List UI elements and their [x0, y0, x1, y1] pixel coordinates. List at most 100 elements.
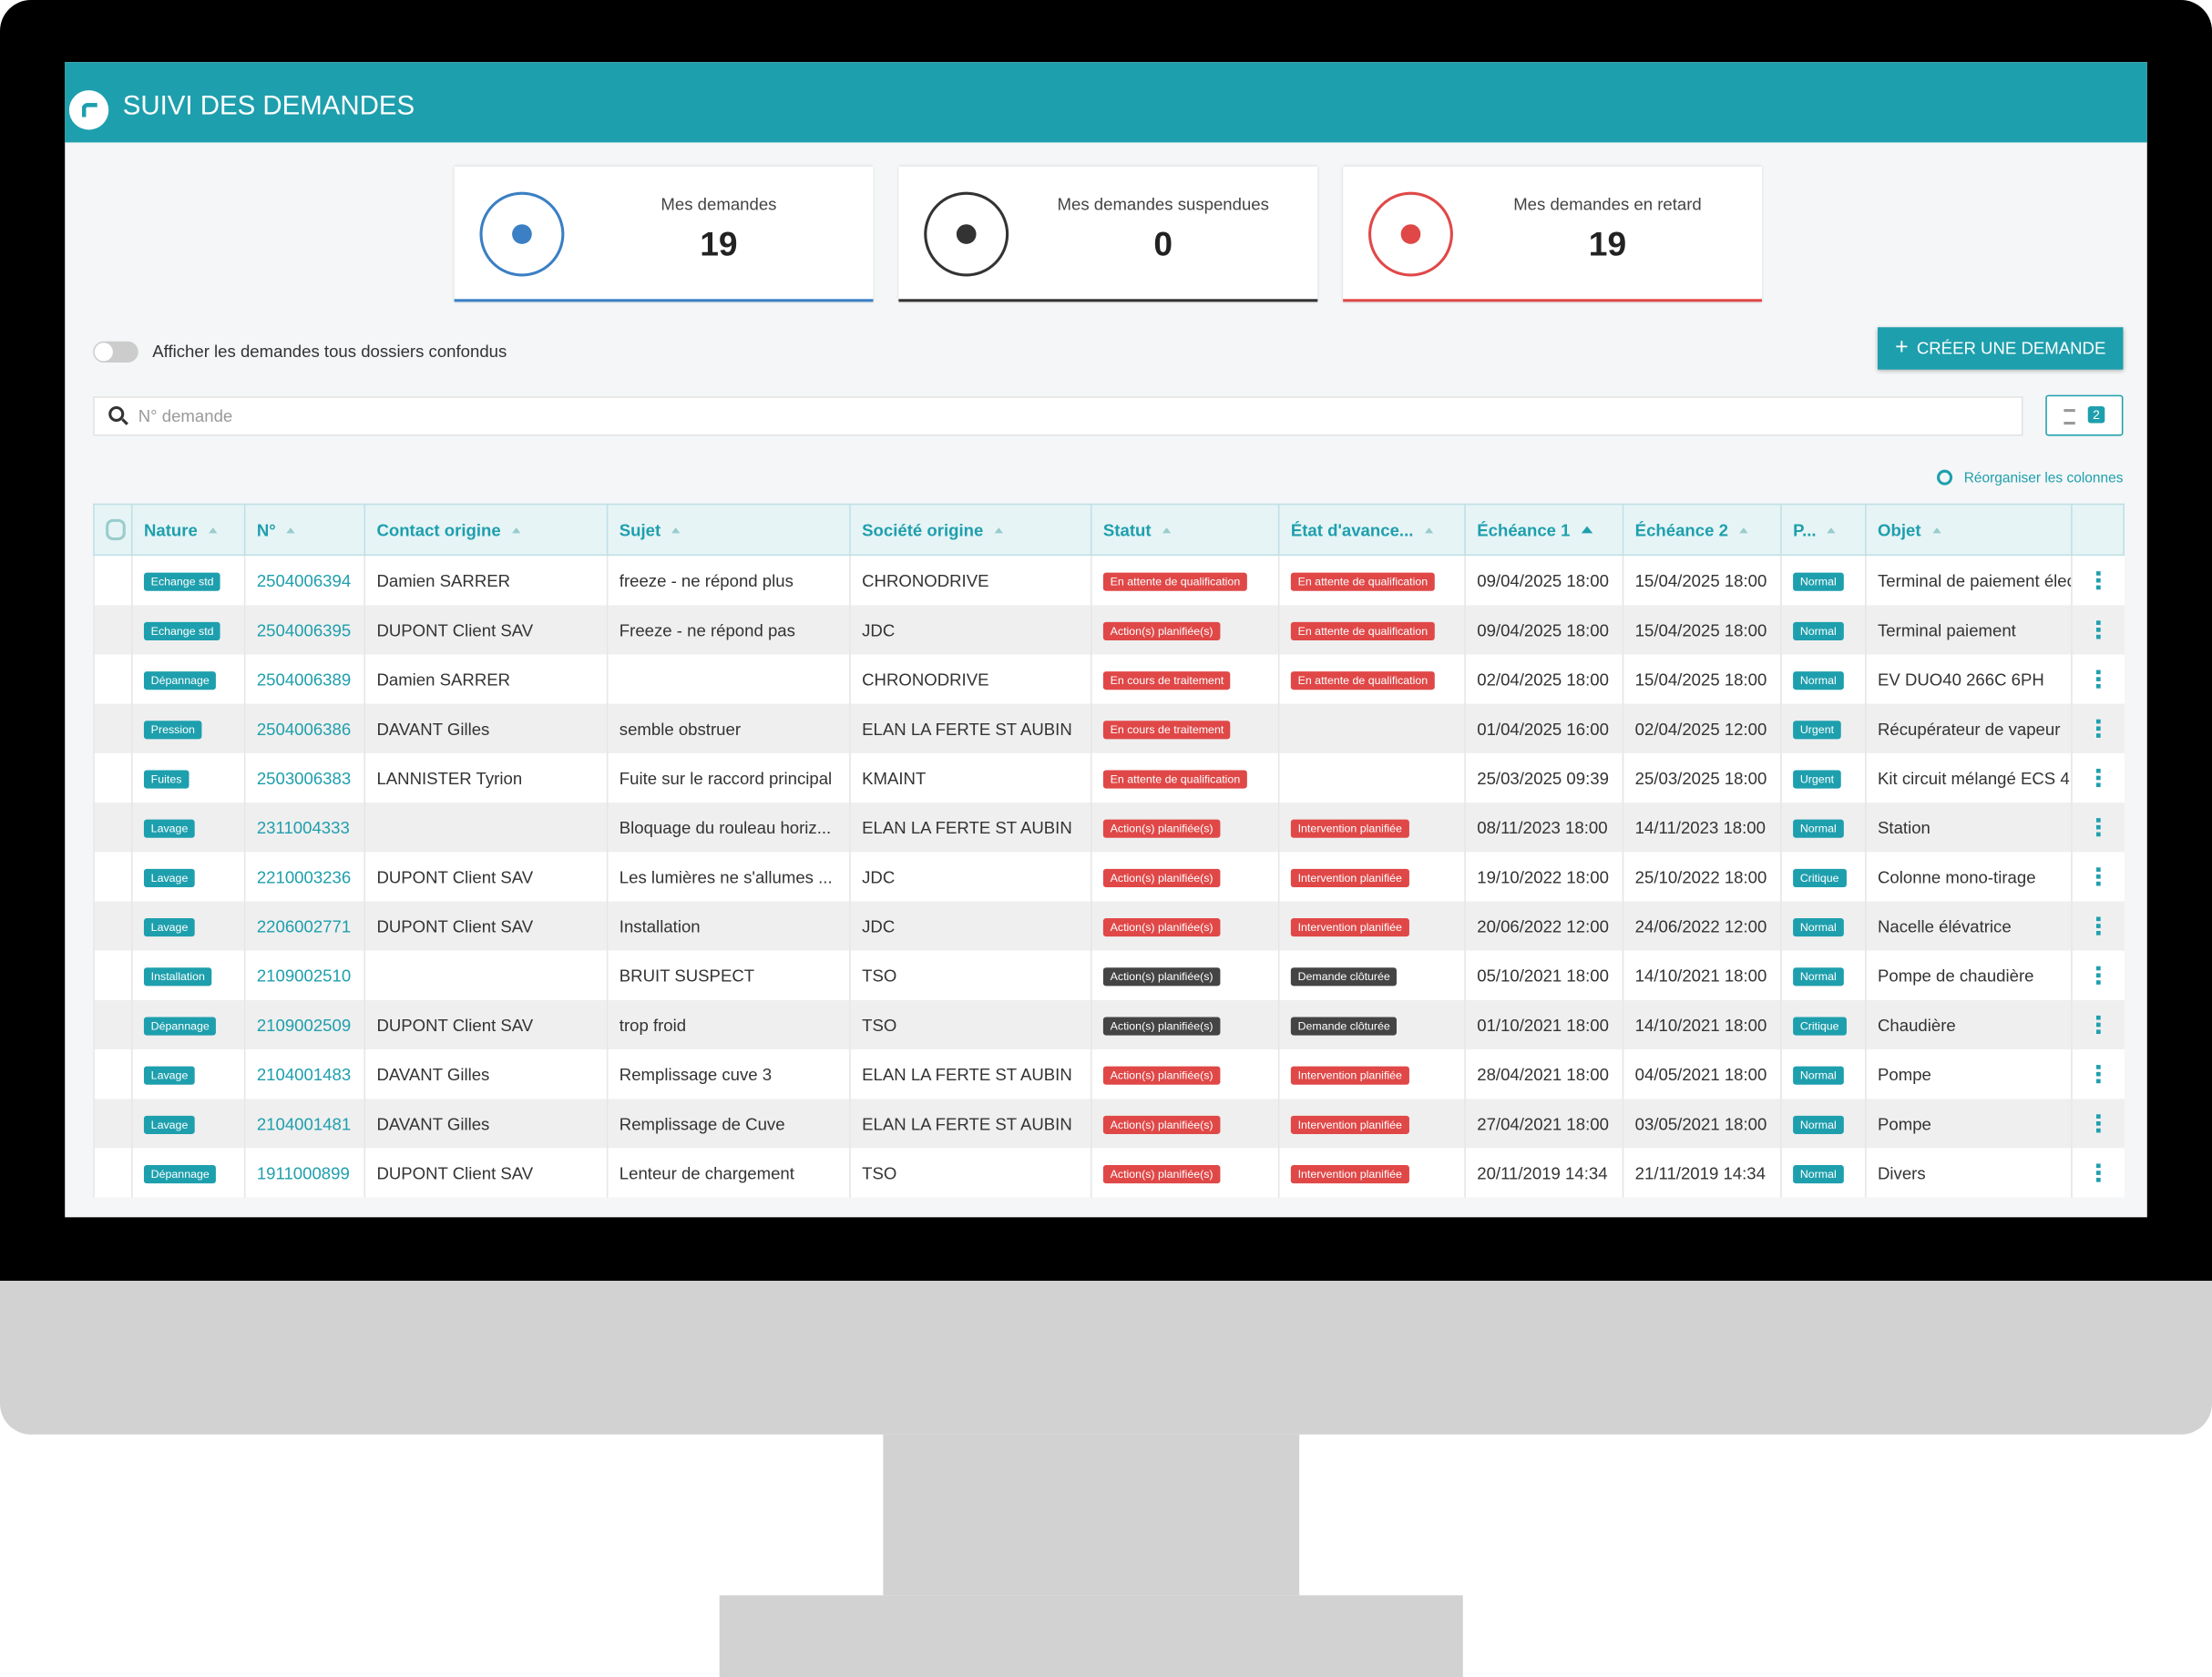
create-button[interactable]: CRÉER UNE DEMANDE	[1878, 327, 2124, 370]
row-menu[interactable]	[2095, 775, 2101, 781]
actions-cell	[2071, 852, 2125, 902]
progress-cell: Intervention planifiée	[1277, 803, 1466, 853]
contact: Damien SARRER	[376, 669, 511, 690]
contact: Damien SARRER	[376, 570, 511, 591]
filter-button[interactable]: 2	[2045, 394, 2124, 436]
column-header[interactable]: Contact origine	[364, 503, 609, 557]
attachment-cell	[93, 852, 132, 902]
priority-badge: Urgent	[1793, 770, 1841, 789]
due-date: 20/06/2022 12:00	[1477, 915, 1609, 936]
due-date: 15/04/2025 18:00	[1634, 669, 1767, 690]
top-bar: SUIVI DES DEMANDES	[65, 62, 2147, 143]
column-header[interactable]: Sujet	[606, 503, 851, 557]
progress-badge: Demande clôturée	[1290, 1017, 1398, 1036]
column-header[interactable]: N°	[243, 503, 366, 557]
societe-cell: TSO	[849, 1148, 1091, 1198]
back-button[interactable]	[68, 90, 109, 130]
societe: CHRONODRIVE	[862, 669, 989, 690]
sujet: Lenteur de chargement	[619, 1162, 794, 1183]
priority-cell: Normal	[1780, 1148, 1866, 1198]
request-number[interactable]: 1911000899	[256, 1162, 350, 1183]
progress-badge: Intervention planifiée	[1290, 1165, 1409, 1184]
due-date-cell: 28/04/2021 18:00	[1464, 1049, 1623, 1099]
request-number[interactable]: 2504006386	[256, 718, 352, 739]
nature-cell: Fuites	[131, 752, 245, 803]
due-date: 09/04/2025 18:00	[1477, 619, 1609, 640]
table-row: Dépannage 2109002509 DUPONT Client SAV trop…	[93, 999, 2125, 1050]
priority-cell: Normal	[1780, 555, 1866, 606]
status-badge: Action(s) planifiée(s)	[1102, 1017, 1221, 1036]
priority-cell: Normal	[1780, 1099, 1866, 1149]
search-box[interactable]: N° demande	[93, 396, 2023, 436]
column-header[interactable]: Objet	[1865, 503, 2073, 557]
request-number[interactable]: 2104001481	[256, 1113, 352, 1134]
object: Chaudière	[1878, 1015, 1956, 1035]
status-cell: Action(s) planifiée(s)	[1090, 1148, 1279, 1198]
number-cell: 2109002510	[243, 950, 365, 1000]
object-cell: Terminal paiement	[1865, 605, 2072, 655]
priority-badge: Normal	[1793, 572, 1844, 591]
object-cell: Divers	[1865, 1148, 2072, 1198]
societe: ELAN LA FERTE ST AUBIN	[862, 1113, 1072, 1134]
nature-cell: Echange std	[131, 555, 245, 606]
toggle-switch[interactable]	[93, 341, 138, 363]
object: Terminal paiement	[1878, 619, 2016, 640]
number-cell: 2210003236	[243, 852, 365, 902]
column-header[interactable]: Nature	[131, 503, 246, 557]
request-number[interactable]: 2109002509	[256, 1015, 352, 1035]
request-number[interactable]: 2206002771	[256, 915, 352, 936]
card-icon	[1368, 191, 1453, 277]
request-number[interactable]: 2504006395	[256, 619, 352, 640]
column-header[interactable]: Échéance 2	[1622, 503, 1782, 557]
nature-cell: Lavage	[131, 803, 245, 853]
priority-cell: Normal	[1780, 901, 1866, 951]
status-cell: Action(s) planifiée(s)	[1090, 1099, 1279, 1149]
column-header[interactable]: Échéance 1	[1464, 503, 1624, 557]
column-header[interactable]: État d'avance...	[1277, 503, 1466, 557]
societe: CHRONODRIVE	[862, 570, 989, 591]
request-number[interactable]: 2210003236	[256, 866, 352, 887]
contact: DAVANT Gilles	[376, 1064, 490, 1084]
nature-badge: Dépannage	[143, 1017, 217, 1036]
row-menu[interactable]	[2095, 677, 2101, 681]
request-number[interactable]: 2104001483	[256, 1064, 352, 1084]
object: Terminal de paiement élec	[1878, 570, 2072, 591]
request-number[interactable]: 2504006389	[256, 669, 352, 690]
column-header[interactable]: Société origine	[849, 503, 1092, 557]
row-menu[interactable]	[2095, 1171, 2101, 1175]
contact-cell: Damien SARRER	[364, 555, 608, 606]
summary-card: Mes demandes en retard 19	[1343, 166, 1763, 302]
due-date-cell: 14/10/2021 18:00	[1622, 950, 1781, 1000]
row-menu[interactable]	[2095, 726, 2101, 731]
sujet-cell: Remplissage cuve 3	[606, 1049, 850, 1099]
row-menu[interactable]	[2095, 1022, 2101, 1028]
column-header[interactable]: Statut	[1090, 503, 1280, 557]
request-number[interactable]: 2109002510	[256, 965, 352, 986]
request-number[interactable]: 2311004333	[256, 817, 350, 838]
row-menu[interactable]	[2095, 1121, 2101, 1126]
row-menu[interactable]	[2095, 924, 2101, 928]
due-date-cell: 14/11/2023 18:00	[1622, 803, 1781, 853]
number-cell: 2504006389	[243, 654, 365, 704]
row-menu[interactable]	[2095, 824, 2101, 830]
row-menu[interactable]	[2095, 578, 2101, 583]
actions-cell	[2071, 703, 2125, 753]
request-number[interactable]: 2503006383	[256, 768, 352, 788]
progress-badge: Intervention planifiée	[1290, 1066, 1409, 1085]
row-menu[interactable]	[2095, 628, 2101, 632]
reorganize-link[interactable]: Réorganiser les colonnes	[1937, 470, 2124, 486]
sujet-cell: Fuite sur le raccord principal	[606, 752, 850, 803]
row-menu[interactable]	[2095, 973, 2101, 978]
object-cell: Station	[1865, 803, 2072, 853]
priority-cell: Urgent	[1780, 752, 1866, 803]
request-number[interactable]: 2504006394	[256, 570, 352, 591]
column-header[interactable]: P...	[1780, 503, 1867, 557]
header-row: Nature N° Contact origine Sujet Société orig…	[93, 503, 2125, 557]
card-icon	[479, 191, 565, 277]
status-cell: Action(s) planifiée(s)	[1090, 852, 1279, 902]
nature-badge: Pression	[143, 721, 202, 740]
row-menu[interactable]	[2095, 1071, 2101, 1077]
row-menu[interactable]	[2095, 874, 2101, 879]
nature-cell: Installation	[131, 950, 245, 1000]
due-date: 25/03/2025 09:39	[1477, 768, 1609, 788]
